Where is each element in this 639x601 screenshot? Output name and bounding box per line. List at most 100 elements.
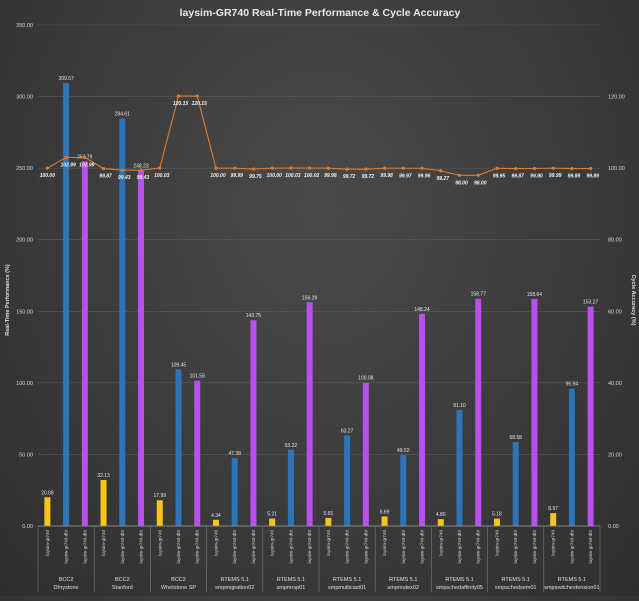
bar (81, 161, 88, 526)
bar-category-label: laysim-gr740 (438, 530, 443, 556)
y2-axis-label: Cycle Accuracy (%) (630, 275, 636, 326)
accuracy-point (233, 166, 237, 170)
y2-tick-label: 0.00 (608, 524, 619, 530)
accuracy-point (83, 155, 87, 160)
accuracy-point (514, 167, 518, 171)
group-label-line2: smpmigration02 (215, 585, 254, 591)
group-label-line2: Stanford (112, 585, 133, 591)
group-label-line2: smpmrsp01 (277, 585, 306, 591)
accuracy-point (420, 166, 424, 170)
bar-value-label: 49.52 (397, 448, 410, 454)
accuracy-point (457, 173, 462, 177)
y-tick-label: 300.00 (16, 95, 33, 101)
accuracy-point (101, 167, 106, 171)
accuracy-point (551, 166, 555, 170)
bar-value-label: 5.65 (323, 511, 333, 517)
bar (119, 118, 126, 527)
accuracy-point (251, 167, 256, 171)
bar-category-label: laysim-gr740 (326, 530, 331, 556)
bar (287, 449, 294, 526)
bar-value-label: 81.10 (453, 403, 466, 409)
bar-category-label: laysim-gr740-dbt (363, 529, 368, 563)
bar (381, 516, 388, 526)
bar (269, 518, 276, 526)
group-label-line1: BCC2 (171, 577, 186, 583)
bar-value-label: 100.08 (358, 376, 374, 382)
bar-value-label: 143.75 (246, 313, 262, 319)
group-label-line1: RTEMS 5.1 (445, 577, 473, 583)
bar (493, 518, 500, 526)
y-tick-label: 350.00 (16, 23, 33, 29)
group-label-line1: RTEMS 5.1 (558, 577, 586, 583)
group-label-line2: smpswitchextension01 (544, 585, 599, 591)
accuracy-label: 98.00 (455, 180, 468, 186)
bar (512, 442, 519, 526)
y2-tick-label: 120.00 (608, 95, 625, 101)
accuracy-label: 99.99 (549, 173, 562, 179)
bar-category-label: laysim-gr740-dbt (345, 529, 350, 563)
bar-value-label: 17.99 (154, 493, 167, 499)
bar-category-label: laysim-gr740-dbt (588, 529, 593, 563)
y-tick-label: 0.00 (22, 524, 33, 530)
bar-value-label: 95.94 (566, 382, 579, 388)
bar-category-label: laysim-gr740-dbt (307, 529, 312, 563)
accuracy-label: 120.15 (192, 101, 208, 107)
bar-value-label: 101.58 (190, 374, 206, 380)
bar (250, 320, 257, 526)
bar (531, 298, 538, 526)
bar-category-label: laysim-gr740-dbt (420, 529, 425, 563)
bar (437, 519, 444, 526)
accuracy-label: 99.43 (118, 175, 131, 181)
y-tick-label: 150.00 (16, 309, 33, 315)
bar (456, 409, 463, 526)
accuracy-point (64, 155, 68, 160)
bar-value-label: 20.08 (41, 490, 54, 496)
accuracy-label: 99.98 (324, 173, 337, 179)
bar-category-label: laysim-gr740 (157, 530, 162, 556)
accuracy-label: 99.87 (99, 174, 112, 180)
bar (138, 170, 145, 526)
bar-category-label: laysim-gr740-dbt (251, 529, 256, 563)
bar-value-label: 32.13 (97, 473, 110, 479)
bar-value-label: 63.27 (341, 428, 354, 434)
accuracy-label: 99.97 (399, 173, 412, 179)
accuracy-label: 99.87 (511, 174, 524, 180)
bar-category-label: laysim-gr740-dbt (139, 529, 144, 563)
y2-tick-label: 60.00 (608, 309, 622, 315)
group-label-line1: BCC2 (59, 577, 74, 583)
bar-category-label: laysim-gr740-dbt (288, 529, 293, 563)
bar-category-label: laysim-gr740 (101, 530, 106, 556)
group-label-line2: Whetstone SP (161, 585, 196, 591)
bar-value-label: 156.29 (302, 295, 318, 301)
y2-tick-label: 20.00 (608, 452, 622, 458)
bar-category-label: laysim-gr740 (213, 530, 218, 556)
accuracy-label: 99.89 (586, 174, 599, 180)
bar (400, 455, 407, 526)
bar-value-label: 58.58 (509, 435, 522, 441)
bar-category-label: laysim-gr740-dbt (401, 529, 406, 563)
bar-value-label: 5.21 (267, 512, 277, 518)
bar (44, 497, 51, 526)
group-label-line1: RTEMS 5.1 (502, 577, 530, 583)
bar (344, 435, 351, 526)
bar-category-label: laysim-gr740 (45, 530, 50, 556)
y-axis-label: Real-Time Performance (%) (5, 264, 11, 336)
bar (419, 313, 426, 526)
chart-title: laysim-GR740 Real-Time Performance & Cyc… (180, 7, 461, 19)
bar-value-label: 5.18 (492, 512, 502, 518)
accuracy-point (195, 94, 199, 98)
bar-category-label: laysim-gr740-dbt (232, 529, 237, 563)
bar-category-label: laysim-gr740-dbt (176, 529, 181, 563)
bar-category-label: laysim-gr740-dbt (569, 529, 574, 563)
group-label-line2: smpmutex02 (388, 585, 420, 591)
accuracy-point (139, 168, 143, 172)
accuracy-point (495, 166, 499, 170)
bar (306, 302, 313, 526)
bar (568, 388, 575, 526)
bar (362, 382, 369, 526)
accuracy-point (308, 166, 312, 170)
bar-value-label: 309.57 (58, 76, 74, 82)
accuracy-label: 102.99 (60, 162, 76, 168)
bar (63, 82, 70, 527)
